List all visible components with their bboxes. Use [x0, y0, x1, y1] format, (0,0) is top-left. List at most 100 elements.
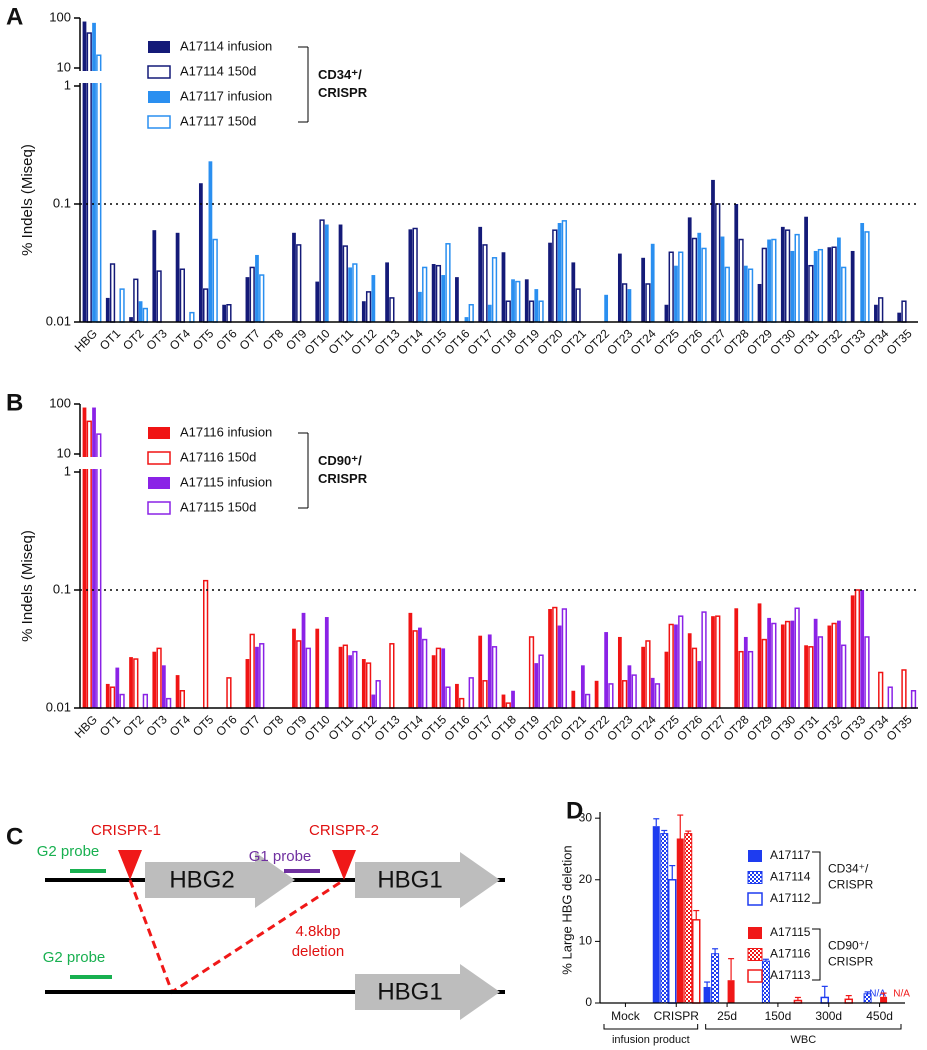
bar [501, 252, 506, 322]
bar [482, 680, 488, 709]
panel-label: D [566, 797, 583, 824]
gene-label: HBG2 [169, 866, 234, 893]
gene-arrow [355, 852, 500, 908]
bar [342, 245, 348, 323]
x-tick-label: OT12 [348, 326, 379, 357]
legend-swatch [748, 850, 762, 862]
cut-label: CRISPR-2 [309, 822, 379, 839]
bar [208, 161, 213, 322]
cut-label: CRISPR-1 [91, 822, 161, 839]
bar [371, 275, 376, 322]
legend-group-label: CRISPR [318, 471, 368, 486]
bar [249, 633, 255, 709]
x-tick-label: OT21 [558, 712, 589, 743]
x-tick-label: OT28 [721, 326, 752, 357]
legend-label: A17116 infusion [180, 424, 272, 439]
bar [142, 693, 148, 709]
bar [715, 615, 721, 709]
legend-group-label: CD90⁺/ [318, 453, 362, 468]
x-tick-label: OT21 [558, 326, 589, 357]
bar [687, 217, 692, 322]
bar [422, 638, 428, 709]
bar [505, 300, 511, 323]
x-tick-label: OT25 [651, 326, 682, 357]
bar [878, 297, 884, 323]
bar [617, 253, 622, 322]
bar [338, 224, 343, 322]
bar [226, 304, 232, 323]
bar [761, 960, 770, 1004]
y-axis-label: % Indels (Miseq) [19, 530, 36, 642]
x-tick-label: HBG [72, 712, 100, 740]
bar [804, 645, 808, 708]
x-tick-label: OT3 [143, 326, 170, 353]
bar [133, 658, 139, 709]
x-tick-label: OT17 [465, 326, 496, 357]
bar [561, 220, 567, 323]
x-tick-label: OT35 [884, 712, 915, 743]
bar [604, 294, 609, 322]
bar [720, 236, 725, 322]
error-bar [685, 830, 692, 834]
bar [641, 257, 646, 322]
bar [561, 608, 567, 709]
bar [222, 304, 227, 322]
x-tick-label: OT30 [767, 712, 798, 743]
bar [203, 288, 209, 323]
x-tick-label: OT14 [395, 326, 426, 357]
bar [627, 289, 632, 322]
bar [255, 254, 259, 322]
x-tick-label: OT28 [721, 712, 752, 743]
error-bar [704, 981, 711, 987]
bar [552, 229, 558, 323]
legend-bracket [812, 851, 821, 904]
bar [534, 289, 539, 322]
error-bar [677, 814, 684, 839]
x-tick-label: OT4 [167, 712, 194, 739]
panel-label: A [6, 3, 23, 30]
bar [652, 826, 660, 1003]
legend-label: A17114 infusion [180, 38, 272, 53]
deletion-label: deletion [292, 943, 345, 960]
bar [161, 665, 166, 708]
error-bar [653, 818, 660, 827]
bar [324, 617, 329, 708]
y-axis-label: % Indels (Miseq) [19, 144, 36, 256]
error-bar [728, 958, 735, 981]
bar [837, 237, 841, 322]
x-tick-label: OT2 [120, 712, 147, 739]
x-tick-label: Mock [611, 1009, 641, 1023]
bar [441, 648, 446, 708]
legend-swatch [747, 969, 763, 983]
x-tick-label: OT15 [418, 712, 449, 743]
panel-label: C [6, 823, 23, 850]
legend-swatch [148, 41, 170, 53]
x-tick-label: OT19 [511, 326, 542, 357]
bar [817, 248, 824, 323]
bar [165, 697, 172, 709]
legend-label: A17117 infusion [180, 88, 272, 103]
bar [901, 669, 907, 709]
legend-swatch [747, 871, 763, 884]
x-tick-label: HBG [72, 326, 100, 354]
bar [138, 301, 143, 322]
x-tick-label: OT6 [213, 326, 240, 353]
bar [813, 250, 818, 322]
bar [827, 247, 832, 322]
bar [687, 633, 692, 708]
y-tick-label: 1 [64, 463, 71, 478]
bar [738, 650, 744, 709]
x-tick-label: OT16 [441, 326, 472, 357]
bar [338, 646, 343, 708]
bar [189, 311, 195, 323]
bar [352, 263, 358, 323]
bar [175, 675, 180, 708]
group-bracket [603, 1024, 699, 1030]
bar [152, 651, 157, 708]
bar [491, 257, 498, 323]
bar [734, 608, 739, 708]
bar [412, 630, 418, 709]
x-tick-label: OT7 [237, 326, 264, 353]
bar [179, 268, 186, 323]
bar [684, 833, 693, 1004]
